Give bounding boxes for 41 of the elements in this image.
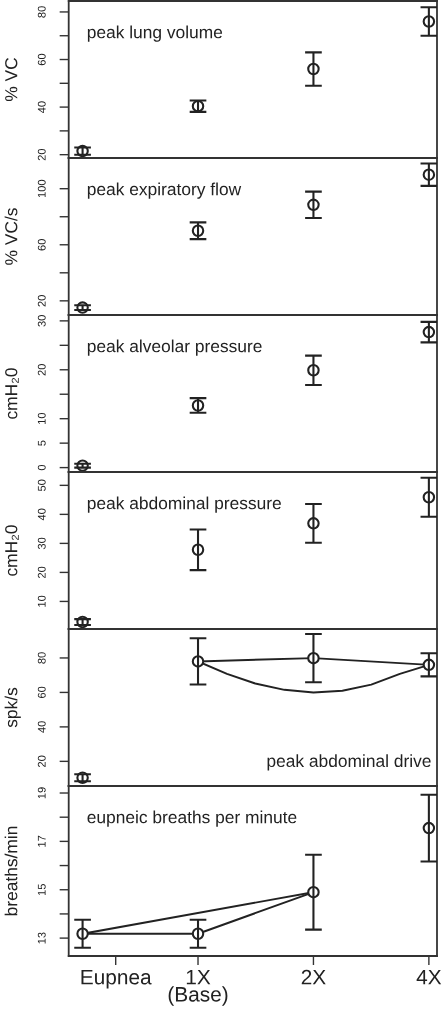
y-tick-label: 10 xyxy=(37,595,46,607)
y-tick-label: 20 xyxy=(37,364,46,376)
y-tick-label: 60 xyxy=(37,53,46,66)
text: peak abdominal pressure xyxy=(87,496,281,513)
x-tick-label: 4X xyxy=(416,969,442,985)
text: peak expiratory flow xyxy=(87,182,242,199)
y-tick-label: 40 xyxy=(37,721,46,733)
y-tick-label: 40 xyxy=(37,508,46,521)
y-tick-label: 10 xyxy=(37,412,46,425)
text: eupneic breaths per minute xyxy=(87,810,297,827)
y-tick-label: 20 xyxy=(37,295,46,307)
x-tick-label: Eupnea xyxy=(81,969,152,989)
y-tick-label: 30 xyxy=(37,537,46,550)
y-tick-label: 5 xyxy=(37,440,46,446)
text: peak alveolar pressure xyxy=(87,339,262,356)
y-tick-label: 60 xyxy=(37,686,46,699)
y-axis-title: % VC/s xyxy=(4,208,18,265)
x-tick-label: 1X (Base) xyxy=(168,969,228,1006)
y-tick-label: 20 xyxy=(37,148,46,161)
y-tick-label: 15 xyxy=(37,884,46,896)
y-tick-label: 13 xyxy=(37,932,46,944)
y-axis-title: cmH₂0 xyxy=(5,525,19,576)
y-tick-label: 40 xyxy=(37,101,46,114)
y-axis-title: breaths/min xyxy=(4,826,18,916)
text: peak lung volume xyxy=(87,25,223,42)
y-tick-label: 80 xyxy=(37,652,46,664)
y-axis-title: cmH₂0 xyxy=(5,368,19,419)
y-tick-label: 20 xyxy=(37,755,46,767)
x-tick-label: 2X xyxy=(301,969,326,985)
y-tick-label: 19 xyxy=(37,787,46,799)
text: peak abdominal drive xyxy=(267,754,431,771)
y-tick-label: 80 xyxy=(37,6,46,18)
y-tick-label: 50 xyxy=(37,479,46,492)
y-tick-label: 100 xyxy=(37,179,46,198)
y-tick-label: 60 xyxy=(37,239,46,251)
y-axis-title: % VC xyxy=(5,57,18,102)
y-tick-label: 17 xyxy=(37,835,46,847)
y-tick-label: 0 xyxy=(37,464,46,471)
y-tick-label: 20 xyxy=(37,566,46,579)
y-tick-label: 30 xyxy=(37,315,46,327)
y-axis-title: spk/s xyxy=(4,687,21,728)
